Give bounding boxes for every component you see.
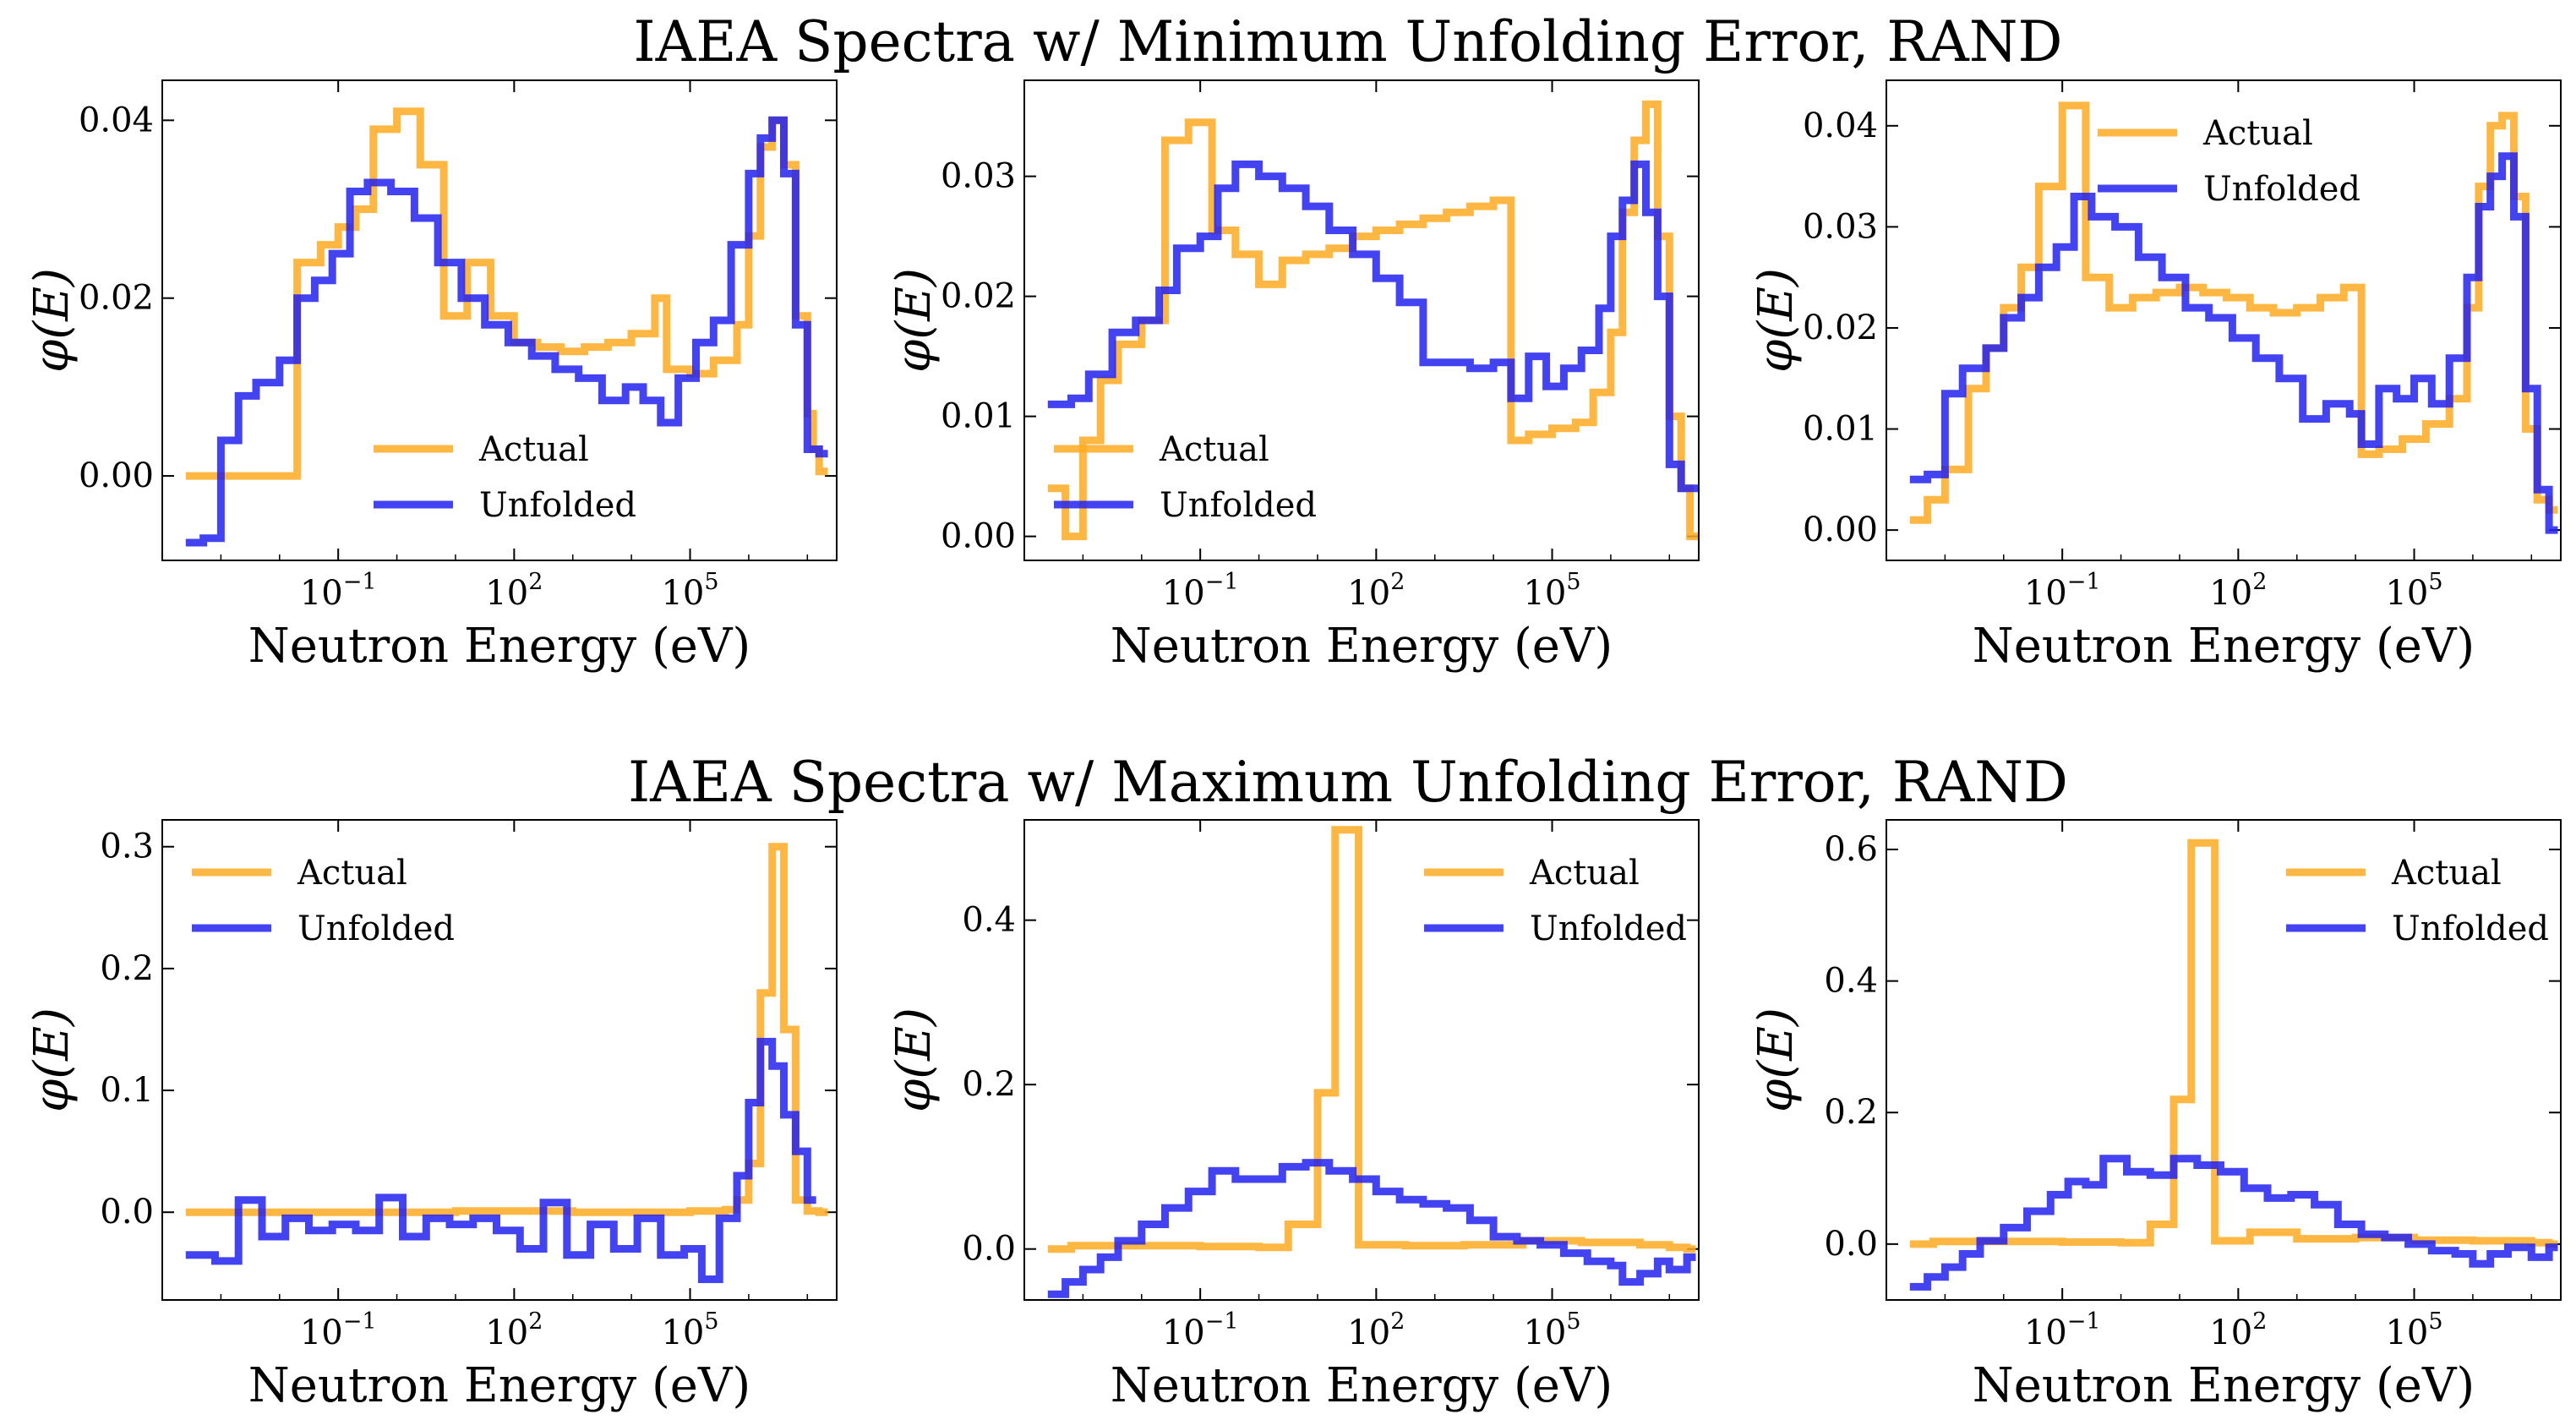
y-tick-label: 0.3: [100, 827, 154, 866]
series-unfolded: [185, 116, 828, 547]
legend-label-unfolded: Unfolded: [479, 486, 636, 525]
x-axis-label: Neutron Energy (eV): [1111, 619, 1613, 674]
y-tick-label: 0.01: [1803, 410, 1878, 449]
series-unfolded: [1047, 1159, 1696, 1298]
x-tick-label: 105: [1523, 569, 1580, 613]
x-tick-label: 105: [2385, 569, 2442, 613]
chart-grid: 10−1 102 105 0.00 0.02 0.04 Neutron Energy (eV…: [25, 79, 2562, 1413]
series-unfolded: [185, 1037, 816, 1283]
legend-label-actual: Actual: [2391, 854, 2502, 893]
y-tick-label: 0.03: [1803, 207, 1878, 246]
x-tick-label: 102: [1347, 569, 1405, 613]
y-axis-label: φ(E): [1749, 1008, 1804, 1112]
y-tick-label: 0.0: [962, 1230, 1016, 1269]
legend-label-unfolded: Unfolded: [1160, 486, 1317, 525]
y-tick-label: 0.6: [1824, 830, 1878, 869]
chart-2: 10−1 102 105 0.00 0.01 0.02 0.03 Neutron Energy…: [887, 79, 1700, 674]
legend-label-actual: Actual: [1159, 430, 1269, 469]
x-tick-label: 105: [661, 1308, 718, 1352]
legend-label-actual: Actual: [478, 430, 589, 469]
plot-frame: [1023, 819, 1700, 1301]
chart-3: 10−1 102 105 0.00 0.01 0.02 0.03 0.04 Neutron En…: [1749, 79, 2562, 674]
series-unfolded: [1909, 1155, 2558, 1291]
chart-1: 10−1 102 105 0.00 0.02 0.04 Neutron Energy (eV…: [25, 79, 838, 674]
x-tick-label: 10−1: [2024, 569, 2101, 613]
x-tick-label: 105: [2385, 1308, 2442, 1352]
y-tick-label: 0.2: [100, 949, 154, 988]
x-tick-label: 10−1: [300, 1308, 377, 1352]
chart-6: 10−1 102 105 0.0 0.2 0.4 0.6 Neutron Energy (eV…: [1749, 819, 2562, 1413]
y-axis-label: φ(E): [25, 1008, 79, 1112]
series-unfolded: [1047, 160, 1699, 493]
x-axis-label: Neutron Energy (eV): [1111, 1358, 1613, 1413]
x-tick-label: 10−1: [1162, 1308, 1239, 1352]
series-actual: [1047, 826, 1696, 1253]
legend-label-unfolded: Unfolded: [1530, 909, 1687, 948]
legend-label-unfolded: Unfolded: [2203, 170, 2360, 209]
y-tick-label: 0.00: [1803, 511, 1878, 549]
x-tick-label: 102: [1347, 1308, 1405, 1352]
y-tick-label: 0.04: [79, 101, 154, 139]
y-tick-label: 0.0: [100, 1193, 154, 1232]
y-tick-label: 0.02: [941, 277, 1016, 316]
legend-label-actual: Actual: [297, 854, 407, 893]
x-tick-label: 102: [2209, 1308, 2267, 1352]
legend-label-unfolded: Unfolded: [2392, 909, 2549, 948]
x-tick-label: 10−1: [1162, 569, 1239, 613]
x-tick-label: 102: [485, 1308, 543, 1352]
x-axis-label: Neutron Energy (eV): [248, 1358, 750, 1413]
row-title-max-error: IAEA Spectra w/ Maximum Unfolding Error,…: [628, 750, 2068, 815]
plot-frame: [1886, 79, 2562, 561]
y-tick-label: 0.1: [100, 1071, 154, 1110]
series-actual: [1909, 101, 2558, 524]
series-actual: [1909, 838, 2558, 1248]
y-axis-label: φ(E): [887, 268, 941, 373]
y-tick-label: 0.00: [941, 517, 1016, 556]
y-tick-label: 0.03: [941, 157, 1016, 196]
plot-frame: [161, 79, 838, 561]
legend-label-unfolded: Unfolded: [297, 909, 455, 948]
y-tick-label: 0.02: [1803, 309, 1878, 347]
y-axis-label: φ(E): [887, 1008, 941, 1112]
x-tick-label: 105: [1523, 1308, 1580, 1352]
y-axis-label: φ(E): [25, 268, 79, 373]
row-title-min-error: IAEA Spectra w/ Minimum Unfolding Error,…: [634, 9, 2063, 74]
y-tick-label: 0.0: [1824, 1225, 1878, 1264]
chart-4: 10−1 102 105 0.0 0.1 0.2 0.3 Neutron Energy (eV…: [25, 819, 838, 1413]
chart-5: 10−1 102 105 0.0 0.2 0.4 Neutron Energy (eV) φ(…: [887, 819, 1700, 1413]
y-tick-label: 0.2: [1824, 1093, 1878, 1132]
x-axis-label: Neutron Energy (eV): [1973, 1358, 2475, 1413]
series-unfolded: [1909, 152, 2558, 534]
x-axis-label: Neutron Energy (eV): [1973, 619, 2475, 674]
plot-frame: [161, 819, 838, 1301]
y-tick-label: 0.01: [941, 397, 1016, 436]
legend-label-actual: Actual: [2202, 114, 2313, 153]
y-tick-label: 0.4: [962, 901, 1016, 940]
plot-frame: [1886, 819, 2562, 1301]
x-tick-label: 102: [2209, 569, 2267, 613]
y-tick-label: 0.4: [1824, 962, 1878, 1001]
x-tick-label: 105: [661, 569, 718, 613]
x-tick-label: 102: [485, 569, 543, 613]
y-axis-label: φ(E): [1749, 268, 1804, 373]
x-axis-label: Neutron Energy (eV): [248, 619, 750, 674]
plot-frame: [1023, 79, 1700, 561]
y-tick-label: 0.02: [79, 279, 154, 318]
x-tick-label: 10−1: [2024, 1308, 2101, 1352]
y-tick-label: 0.04: [1803, 106, 1878, 145]
y-tick-label: 0.2: [962, 1065, 1016, 1104]
legend-label-actual: Actual: [1529, 854, 1640, 893]
y-tick-label: 0.00: [79, 456, 154, 495]
x-tick-label: 10−1: [300, 569, 377, 613]
series-actual: [185, 843, 828, 1216]
